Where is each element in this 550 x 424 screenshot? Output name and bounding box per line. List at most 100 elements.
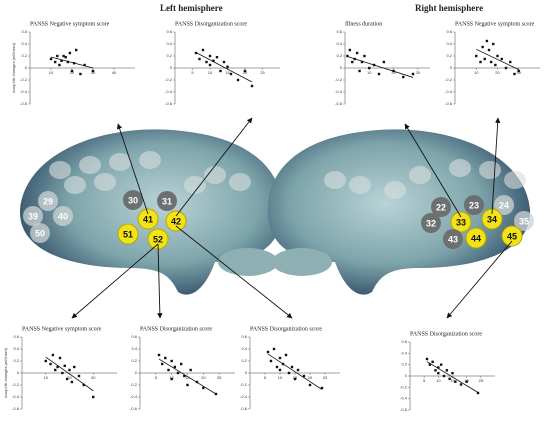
y-axis-label: Δoxy-Hb changes (mM·mm) [11,42,16,93]
x-tick-label: 40 [112,70,117,75]
point [426,358,428,360]
scatter-plot: PANSS Disorganization score-0.6-0.4-0.20… [165,21,280,106]
point [251,85,253,87]
point [58,64,60,66]
channel-background [109,153,131,171]
point [492,43,494,45]
scatter-plot: PANSS Disorganization score-0.6-0.4-0.20… [400,331,495,412]
y-tick-label: 0.6 [336,29,342,34]
channel-label: 23 [469,200,479,210]
point [486,40,488,42]
point [484,58,486,60]
channel-label: 43 [448,234,458,244]
x-tick-label: 20 [495,70,500,75]
x-tick-label: 30 [416,70,421,75]
x-tick-label: 25 [260,70,265,75]
channel-label: 39 [28,211,38,221]
point [279,369,281,371]
point [219,70,221,72]
point [49,363,51,365]
point [73,366,75,368]
point [64,365,66,367]
y-tick-label: -0.2 [12,382,20,387]
point [237,79,239,81]
point [368,67,370,69]
plot-title: PANSS Disorganization score [175,21,247,27]
y-tick-label: 0 [405,373,408,378]
y-tick-label: -0.4 [335,89,343,94]
y-tick-label: 0.4 [131,346,137,351]
point [475,55,477,57]
channel-background [449,159,471,177]
point [78,375,80,377]
point [276,366,278,368]
fit-line [476,49,519,69]
point [50,58,52,60]
y-tick-label: 0.6 [21,29,27,34]
y-tick-label: -0.2 [130,382,138,387]
point [294,378,296,380]
point [230,73,232,75]
point [75,49,77,51]
y-tick-label: 0.6 [166,29,172,34]
point [270,360,272,362]
channel-background [229,173,251,191]
x-tick-label: 10 [208,70,213,75]
channel-background [504,171,526,189]
y-tick-label: 0.2 [336,53,342,58]
channel-label: 44 [471,233,481,243]
channel-background [384,181,406,199]
fit-line [196,53,252,82]
plot-title: PANSS Disorganization score [410,331,482,337]
channel-label: 29 [43,196,53,206]
point [356,52,358,54]
fit-line [347,57,413,78]
point [92,396,94,398]
point [297,369,299,371]
plot-title: PANSS Negative symptom score [30,21,110,27]
point [69,52,71,54]
point [56,55,58,57]
y-tick-label: 0.2 [131,358,137,363]
point [285,354,287,356]
point [437,372,439,374]
x-tick-label: 10 [367,70,372,75]
plot-title: PANSS Disorganization score [250,326,322,332]
y-tick-label: -0.2 [20,77,28,82]
y-tick-label: 0.6 [13,334,19,339]
point [62,55,64,57]
point [71,70,73,72]
x-tick-label: 5 [423,378,426,383]
channel-label: 35 [519,216,529,226]
x-tick-label: 25 [323,375,328,380]
channel-label: 41 [143,214,153,224]
y-tick-label: -0.4 [20,89,28,94]
y-tick-label: 0 [135,370,138,375]
fit-line [51,57,93,68]
point [45,360,47,362]
point [170,360,172,362]
y-tick-label: -0.2 [240,382,248,387]
point [54,369,56,371]
y-tick-label: 0.2 [401,362,407,367]
point [59,357,61,359]
point [446,369,448,371]
y-tick-label: -0.4 [12,394,20,399]
y-tick-label: 0.2 [21,53,27,58]
point [158,354,160,356]
point [358,70,360,72]
point [92,70,94,72]
x-tick-label: 5 [191,70,194,75]
plot-title: PANSS Negative symptom score [455,21,535,27]
scatter-plot: PANSS Negative symptom score-0.6-0.4-0.2… [445,21,540,106]
scatter-plot: PANSS Disorganization score-0.6-0.4-0.20… [130,326,235,411]
x-tick-label: 5 [155,375,158,380]
y-tick-label: 0 [17,370,20,375]
point [291,366,293,368]
y-tick-label: -0.2 [445,77,453,82]
point [481,46,483,48]
y-tick-label: -0.6 [400,407,408,412]
point [52,354,54,356]
x-tick-label: 15 [225,70,230,75]
